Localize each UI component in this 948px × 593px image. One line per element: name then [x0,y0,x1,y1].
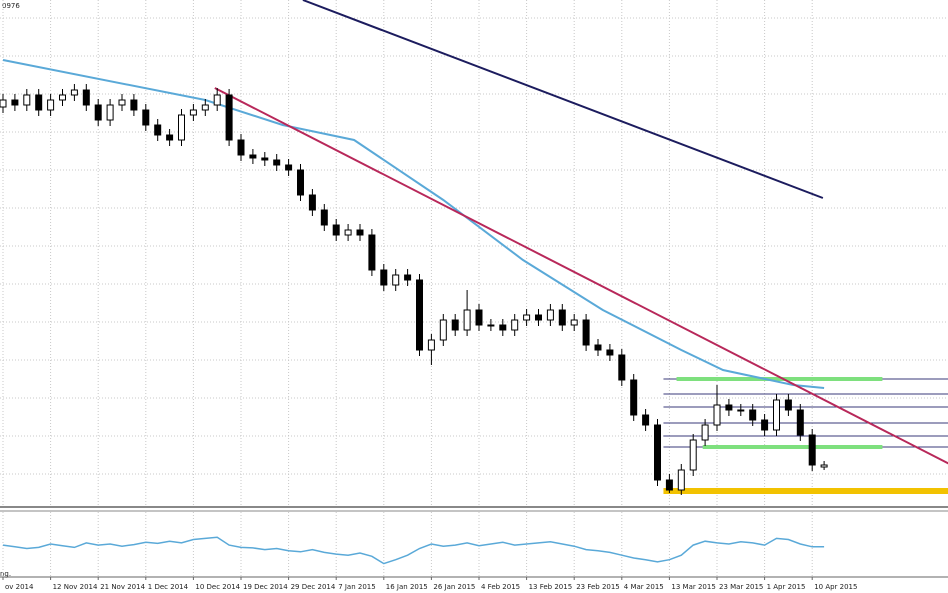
candle-body [487,324,495,327]
candle-body [737,409,745,412]
candle-body [773,399,780,431]
x-tick-label: 26 Jan 2015 [433,583,475,591]
candle-body [82,89,90,106]
grid-background [0,0,948,505]
candle-body [499,324,507,331]
candle-body [332,224,340,236]
candle-body [356,229,364,236]
candle-body [725,404,733,411]
candle-body [154,124,162,136]
candle-body [570,319,578,326]
candle-body [404,274,412,281]
candle-body [225,94,233,141]
candle-body [106,104,114,121]
candle-body [261,157,269,161]
x-tick-label: 23 Mar 2015 [719,583,763,591]
candle-body [511,319,519,331]
candle-body [142,109,150,126]
x-tick-label: 10 Apr 2015 [814,583,857,591]
candle-body [0,99,7,108]
x-tick-label: 19 Dec 2014 [243,583,288,591]
candle-body [189,109,197,116]
candle-body [249,154,257,159]
candle-body [796,409,804,436]
candle-body [47,99,55,111]
x-tick-label: 1 Dec 2014 [148,583,189,591]
x-tick-label: 16 Jan 2015 [386,583,428,591]
indicator-label: ng. [0,570,11,578]
candle-body [665,479,673,491]
candle-body [594,344,602,351]
candle-body [273,159,281,166]
x-tick-label: 12 Nov 2014 [53,583,98,591]
candle-body [558,309,566,326]
x-tick-label: 29 Dec 2014 [291,583,336,591]
candle-body [297,169,304,196]
candle-body [451,319,459,331]
candle-body [23,94,31,106]
candle-body [392,274,400,286]
candle-body [475,309,483,326]
candle-body [618,354,626,381]
x-tick-label: 7 Jan 2015 [338,583,376,591]
x-tick-label: 4 Feb 2015 [481,583,520,591]
candle-body [368,234,376,271]
candle-body [201,104,209,111]
candle-body [308,194,316,211]
overlay-line [2,59,825,389]
candle-body [166,134,174,141]
candle-body [178,114,185,141]
candle-body [59,94,66,101]
candle-body [535,314,542,321]
candle-body [654,424,661,481]
indicator-line [2,536,825,565]
candle-body [237,139,245,156]
candle-body [35,94,43,111]
candle-body [761,419,769,431]
candle-body [689,439,697,471]
candle-body [118,99,126,106]
x-tick-label: 23 Feb 2015 [576,583,620,591]
candle-body [808,434,816,466]
candle-body [582,319,590,346]
x-tick-label: 10 Dec 2014 [195,583,240,591]
corner-label: 0976 [2,2,20,10]
candle-body [213,94,221,106]
candle-body [439,319,447,341]
candle-body [713,404,721,426]
candle-body [285,164,293,171]
candle-body [427,339,435,351]
candle-body [416,279,423,351]
x-tick-label: ov 2014 [5,583,34,591]
x-tick-label: 13 Mar 2015 [671,583,715,591]
candle-body [463,309,471,331]
candle-body [606,349,614,356]
candle-body [546,309,554,321]
candle-body [320,209,328,226]
candle-body [94,104,102,121]
candle-body [344,229,352,236]
candle-body [380,269,388,286]
candle-body [130,99,138,111]
candle-body [749,409,757,421]
overlay-line [302,0,824,199]
candle-body [630,379,638,416]
x-tick-label: 13 Feb 2015 [529,583,573,591]
candle-body [70,89,78,96]
candle-body [820,464,828,468]
x-tick-label: 4 Mar 2015 [624,583,664,591]
candle-body [523,314,531,321]
candle-body [784,399,792,411]
x-tick-label: 21 Nov 2014 [100,583,145,591]
overlay-line [214,87,948,465]
candle-body [701,424,709,441]
candle-body [642,414,650,426]
candle-body [11,99,19,106]
candle-body [677,469,685,491]
x-tick-label: 1 Apr 2015 [767,583,806,591]
